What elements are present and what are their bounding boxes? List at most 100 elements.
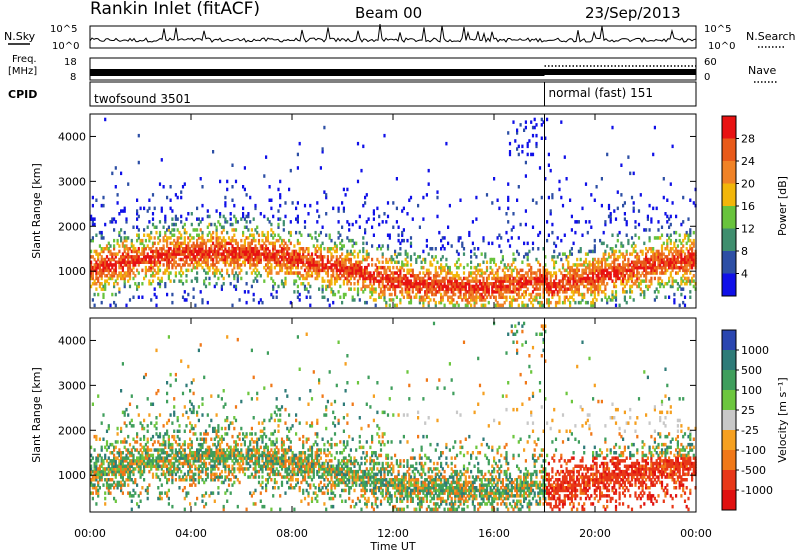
echo-cell — [521, 284, 524, 289]
echo-cell — [383, 268, 386, 273]
echo-cell — [144, 456, 147, 460]
echo-cell — [194, 464, 197, 468]
echo-cell — [157, 265, 160, 270]
echo-cell — [687, 233, 690, 237]
echo-cell — [572, 263, 575, 267]
echo-cell — [153, 206, 156, 211]
echo-cell — [473, 303, 476, 308]
echo-cell — [528, 298, 531, 302]
echo-cell — [157, 459, 160, 463]
echo-cell — [653, 255, 656, 259]
echo-cell — [632, 265, 635, 270]
echo-cell — [676, 260, 679, 264]
echo-cell — [553, 255, 556, 259]
echo-cell — [217, 255, 220, 259]
echo-cell — [358, 263, 361, 267]
echo-cell — [675, 214, 678, 219]
echo-cell — [151, 434, 155, 439]
echo-cell — [351, 238, 354, 243]
echo-cell — [139, 491, 142, 495]
echo-cell — [335, 271, 338, 275]
echo-cell — [420, 265, 423, 270]
echo-cell — [436, 274, 439, 278]
echo-cell — [296, 166, 299, 170]
echo-cell — [685, 260, 688, 264]
echo-cell — [395, 260, 398, 264]
echo-cell — [349, 249, 352, 254]
echo-cell — [378, 282, 381, 286]
echo-cell — [288, 271, 291, 275]
echo-cell — [254, 244, 257, 248]
echo-cell — [547, 152, 550, 157]
echo-cell — [95, 434, 98, 439]
echo-cell — [440, 282, 443, 286]
echo-cell — [614, 298, 618, 302]
echo-cell — [528, 139, 531, 143]
echo-cell — [208, 230, 211, 235]
echo-cell — [447, 279, 450, 283]
echo-cell — [450, 271, 453, 275]
echo-cell — [397, 260, 400, 264]
echo-cell — [524, 284, 527, 289]
echo-cell — [645, 257, 648, 262]
echo-cell — [447, 265, 450, 270]
echo-cell — [130, 257, 133, 262]
echo-cell — [123, 440, 126, 444]
echo-cell — [201, 451, 204, 455]
echo-cell — [192, 453, 195, 458]
echo-cell — [627, 241, 630, 246]
echo-cell — [367, 271, 370, 275]
echo-cell — [137, 255, 140, 259]
echo-cell — [471, 241, 474, 246]
echo-cell — [618, 265, 621, 270]
echo-cell — [560, 287, 563, 291]
echo-cell — [330, 252, 333, 256]
echo-cell — [194, 247, 197, 251]
echo-cell — [141, 241, 144, 246]
echo-cell — [653, 276, 656, 281]
echo-cell — [187, 445, 190, 450]
echo-cell — [379, 279, 383, 283]
echo-cell — [326, 265, 329, 270]
echo-cell — [212, 478, 215, 482]
echo-cell — [201, 453, 204, 458]
echo-cell — [662, 195, 665, 200]
echo-cell — [143, 228, 146, 232]
echo-cell — [109, 442, 112, 447]
echo-cell — [422, 300, 425, 305]
echo-cell — [448, 271, 451, 275]
echo-cell — [646, 284, 649, 289]
echo-cell — [97, 257, 100, 262]
echo-cell — [91, 282, 94, 286]
echo-cell — [180, 244, 183, 248]
echo-cell — [97, 292, 100, 297]
colorbar-tick-label: 24 — [741, 155, 755, 168]
echo-cell — [176, 247, 179, 251]
echo-cell — [512, 295, 515, 299]
echo-cell — [685, 247, 688, 251]
echo-cell — [307, 274, 310, 278]
echo-cell — [418, 279, 421, 283]
echo-cell — [440, 287, 443, 291]
echo-cell — [158, 255, 162, 259]
echo-cell — [332, 300, 335, 305]
echo-cell — [121, 244, 124, 248]
echo-cell — [199, 220, 202, 224]
echo-cell — [257, 238, 261, 243]
echo-cell — [335, 247, 338, 251]
echo-cell — [130, 238, 133, 243]
echo-cell — [277, 252, 280, 256]
echo-cell — [118, 448, 121, 452]
echo-cell — [180, 190, 183, 194]
echo-cell — [95, 274, 98, 278]
echo-cell — [549, 279, 552, 283]
echo-cell — [104, 467, 107, 471]
echo-cell — [540, 276, 543, 281]
echo-cell — [569, 295, 572, 299]
echo-cell — [637, 222, 641, 227]
echo-cell — [257, 257, 261, 262]
echo-cell — [189, 459, 192, 463]
echo-cell — [215, 255, 218, 259]
echo-cell — [406, 255, 409, 259]
echo-cell — [160, 448, 163, 452]
